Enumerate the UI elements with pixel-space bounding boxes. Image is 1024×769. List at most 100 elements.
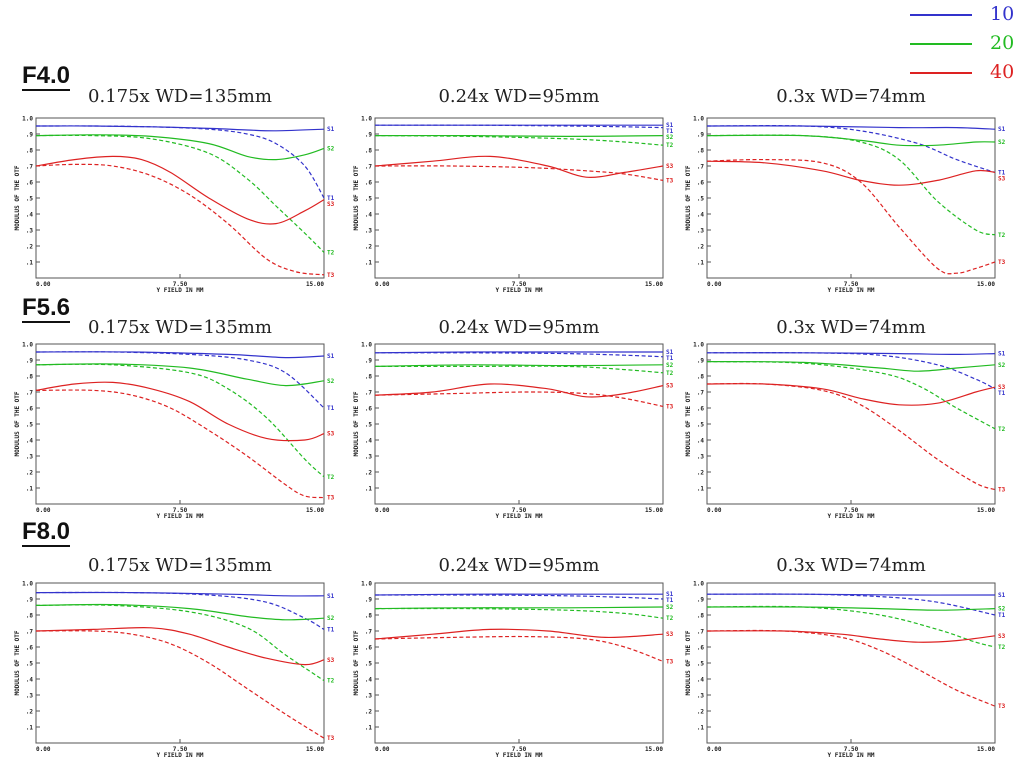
series-end-label: S2 — [998, 362, 1006, 369]
x-tick-label: 0.00 — [375, 746, 390, 753]
mtf-plot: 1.0 .9 .8 .7 .6 .5 .4 .3 .2 .1 0.00 7.50 15.00 Y FIEL… — [353, 342, 674, 521]
series-line-t2 — [35, 604, 325, 682]
series-end-label: T1 — [998, 390, 1006, 397]
series-end-label: T1 — [998, 169, 1006, 176]
series-line-t3 — [374, 391, 664, 407]
series-end-label: T3 — [327, 495, 335, 502]
x-tick-label: 7.50 — [173, 507, 188, 514]
y-axis-label: MODULUS OF THE OTF — [14, 391, 21, 456]
y-tick-label: .3 — [365, 454, 373, 461]
y-tick-label: .6 — [365, 406, 373, 413]
panel-title: 0.3x WD=74mm — [776, 86, 926, 107]
series-end-label: S3 — [998, 175, 1006, 182]
series-end-label: S1 — [666, 349, 674, 356]
series-line-t3 — [706, 629, 996, 707]
y-tick-label: .5 — [697, 422, 705, 429]
y-tick-label: .8 — [697, 613, 705, 620]
y-tick-label: .6 — [26, 645, 34, 652]
y-tick-label: .9 — [26, 597, 34, 604]
y-tick-label: .8 — [365, 148, 373, 155]
series-end-label: S2 — [327, 145, 335, 152]
series-line-s1 — [706, 125, 996, 130]
series-end-label: T3 — [666, 658, 674, 665]
series-end-label: T2 — [327, 249, 335, 256]
legend-swatch-20 — [910, 43, 972, 45]
x-tick-label: 0.00 — [36, 507, 51, 514]
series-line-t3 — [706, 382, 996, 491]
series-line-t3 — [35, 163, 325, 276]
series-line-s3 — [374, 628, 664, 640]
series-line-t3 — [374, 165, 664, 181]
x-axis-label: Y FIELD IN MM — [828, 513, 875, 520]
legend-entry-20: 20 — [910, 31, 1020, 60]
series-end-label: S1 — [327, 353, 335, 360]
series-end-label: S3 — [998, 384, 1006, 391]
y-tick-label: .4 — [365, 438, 373, 445]
series-line-s2 — [706, 606, 996, 611]
x-axis-label: Y FIELD IN MM — [828, 287, 875, 294]
y-tick-label: .1 — [697, 725, 705, 732]
y-tick-label: .8 — [26, 148, 34, 155]
legend-swatch-40 — [910, 72, 972, 74]
y-tick-label: .7 — [26, 164, 34, 171]
series-line-s3 — [374, 383, 664, 398]
y-tick-label: .2 — [697, 244, 705, 251]
y-tick-label: 1.0 — [361, 116, 372, 123]
series-end-label: S2 — [327, 378, 335, 385]
series-line-s2 — [374, 606, 664, 610]
x-tick-label: 0.00 — [707, 281, 722, 288]
y-tick-label: .8 — [365, 613, 373, 620]
series-end-label: S3 — [327, 431, 335, 438]
x-axis-label: Y FIELD IN MM — [828, 752, 875, 759]
panel-title: 0.3x WD=74mm — [776, 555, 926, 576]
y-tick-label: .1 — [365, 725, 373, 732]
mtf-plot: 1.0 .9 .8 .7 .6 .5 .4 .3 .2 .1 0.00 7.50 15.00 Y FIEL… — [685, 581, 1006, 760]
mtf-plot: 1.0 .9 .8 .7 .6 .5 .4 .3 .2 .1 0.00 7.50 15.00 Y FIEL… — [353, 581, 674, 760]
y-tick-label: .7 — [697, 629, 705, 636]
mtf-panel: 0.175x WD=135mm 1.0 .9 .8 .7 .6 .5 .4 .3 .2 .1 0.00… — [14, 317, 335, 521]
series-line-t3 — [35, 389, 325, 499]
x-tick-label: 0.00 — [375, 507, 390, 514]
series-line-s2 — [35, 363, 325, 387]
row-label-f4: F4.0 — [22, 62, 71, 91]
mtf-plot: 1.0 .9 .8 .7 .6 .5 .4 .3 .2 .1 0.00 7.50 15.00 Y FIEL… — [14, 342, 335, 521]
y-tick-label: .4 — [697, 212, 705, 219]
x-tick-label: 15.00 — [306, 507, 324, 514]
y-tick-label: .9 — [26, 132, 34, 139]
y-tick-label: .7 — [697, 390, 705, 397]
legend-label-20: 20 — [990, 32, 1015, 54]
series-line-t2 — [35, 363, 325, 478]
legend-swatch-10 — [910, 14, 972, 16]
y-tick-label: .8 — [697, 148, 705, 155]
y-tick-label: .2 — [365, 244, 373, 251]
y-tick-label: .6 — [26, 180, 34, 187]
plot-frame — [35, 117, 325, 279]
series-end-label: T3 — [998, 703, 1006, 710]
series-line-t1 — [706, 352, 996, 390]
y-tick-label: 1.0 — [22, 116, 33, 123]
y-tick-label: .1 — [697, 260, 705, 267]
y-tick-label: .6 — [697, 180, 705, 187]
plot-frame — [35, 343, 325, 505]
y-tick-label: .1 — [697, 486, 705, 493]
x-tick-label: 7.50 — [512, 507, 527, 514]
y-tick-label: .3 — [26, 454, 34, 461]
y-tick-label: .6 — [26, 406, 34, 413]
plot-frame — [374, 117, 664, 279]
y-tick-label: 1.0 — [361, 581, 372, 588]
panel-title: 0.24x WD=95mm — [438, 86, 600, 107]
series-line-s1 — [706, 352, 996, 356]
y-tick-label: .2 — [365, 709, 373, 716]
series-line-t2 — [374, 607, 664, 619]
x-tick-label: 15.00 — [645, 281, 663, 288]
plot-frame — [374, 343, 664, 505]
y-tick-label: .3 — [697, 693, 705, 700]
x-tick-label: 15.00 — [977, 507, 995, 514]
series-end-label: T1 — [666, 597, 674, 604]
series-line-t3 — [706, 158, 996, 275]
series-end-label: S3 — [666, 383, 674, 390]
series-line-s2 — [374, 364, 664, 367]
x-tick-label: 0.00 — [707, 507, 722, 514]
series-end-label: S3 — [666, 163, 674, 170]
panel-title: 0.175x WD=135mm — [88, 317, 272, 338]
